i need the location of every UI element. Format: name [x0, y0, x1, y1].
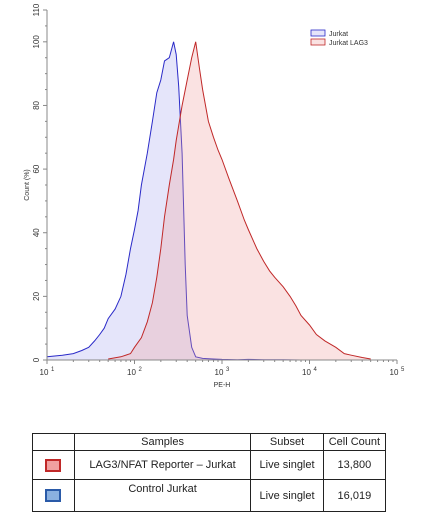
cell-count: 13,800	[322, 450, 387, 480]
x-tick-label: 10	[127, 368, 136, 377]
x-tick-exponent: 4	[314, 367, 318, 373]
series-line-1	[108, 41, 371, 360]
subset-value: Live singlet	[250, 479, 324, 512]
x-tick-exponent: 2	[139, 367, 143, 373]
y-tick-label: 110	[32, 3, 41, 16]
y-axis-title: Count (%)	[24, 169, 31, 201]
y-tick-label: 80	[32, 100, 41, 109]
table-row: LAG3/NFAT Reporter – Jurkat Live singlet…	[32, 450, 387, 480]
x-tick-exponent: 1	[51, 367, 55, 373]
sample-name: LAG3/NFAT Reporter – Jurkat	[73, 450, 252, 480]
table-header-samples: Samples	[73, 433, 252, 451]
table-header-subset: Subset	[250, 433, 324, 451]
x-tick-exponent: 3	[226, 367, 230, 373]
x-axis-title: PE-H	[214, 382, 231, 389]
series-line-0	[46, 41, 310, 361]
y-tick-label: 60	[32, 164, 41, 173]
swatch-cell	[32, 479, 75, 512]
x-tick-label: 10	[302, 368, 311, 377]
series-area-0	[47, 41, 310, 361]
x-tick-label: 10	[390, 368, 399, 377]
swatch-cell	[32, 450, 75, 480]
sample-table: Samples Subset Cell Count LAG3/NFAT Repo…	[32, 433, 387, 512]
legend-label-0: Jurkat	[329, 31, 348, 38]
series-area-1	[108, 41, 371, 361]
legend: Jurkat Jurkat LAG3	[310, 29, 368, 47]
series-layer	[46, 41, 371, 361]
legend-swatch-1	[310, 38, 326, 46]
axes	[46, 10, 397, 361]
sample-name: Control Jurkat	[73, 479, 252, 512]
y-tick-label: 100	[32, 35, 41, 49]
y-tick-label: 40	[32, 228, 41, 237]
legend-label-1: Jurkat LAG3	[329, 40, 368, 47]
y-tick-label: 20	[32, 291, 41, 300]
table-header-row: Samples Subset Cell Count	[32, 433, 387, 451]
x-tick-label: 10	[40, 368, 49, 377]
cell-count: 16,019	[322, 479, 387, 512]
legend-swatch-0	[310, 29, 326, 37]
x-tick-label: 10	[215, 368, 224, 377]
table-header-swatch	[32, 433, 75, 451]
x-tick-exponent: 5	[401, 367, 405, 373]
blue-swatch-icon	[45, 489, 62, 502]
red-swatch-icon	[45, 458, 62, 472]
subset-value: Live singlet	[250, 450, 324, 480]
y-tick-label: 0	[32, 357, 41, 362]
table-row: Control Jurkat Live singlet 16,019	[32, 479, 387, 512]
table-header-count: Cell Count	[322, 433, 387, 451]
